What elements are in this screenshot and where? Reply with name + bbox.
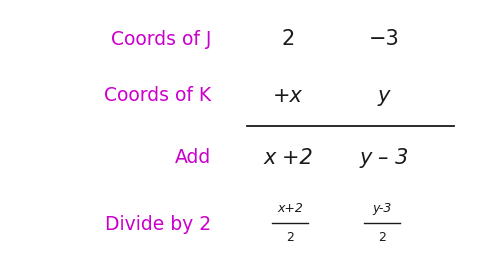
Text: 2: 2: [378, 231, 385, 244]
Text: Coords of K: Coords of K: [104, 86, 211, 105]
Text: +x: +x: [273, 86, 303, 106]
Text: x+2: x+2: [277, 202, 303, 215]
Text: 2: 2: [281, 29, 295, 49]
Text: 2: 2: [287, 231, 294, 244]
Text: y: y: [378, 86, 390, 106]
Text: y-3: y-3: [372, 202, 391, 215]
Text: y – 3: y – 3: [360, 148, 408, 168]
Text: −3: −3: [369, 29, 399, 49]
Text: Coords of J: Coords of J: [111, 30, 211, 49]
Text: x +2: x +2: [263, 148, 313, 168]
Text: Divide by 2: Divide by 2: [105, 215, 211, 234]
Text: Add: Add: [175, 148, 211, 167]
